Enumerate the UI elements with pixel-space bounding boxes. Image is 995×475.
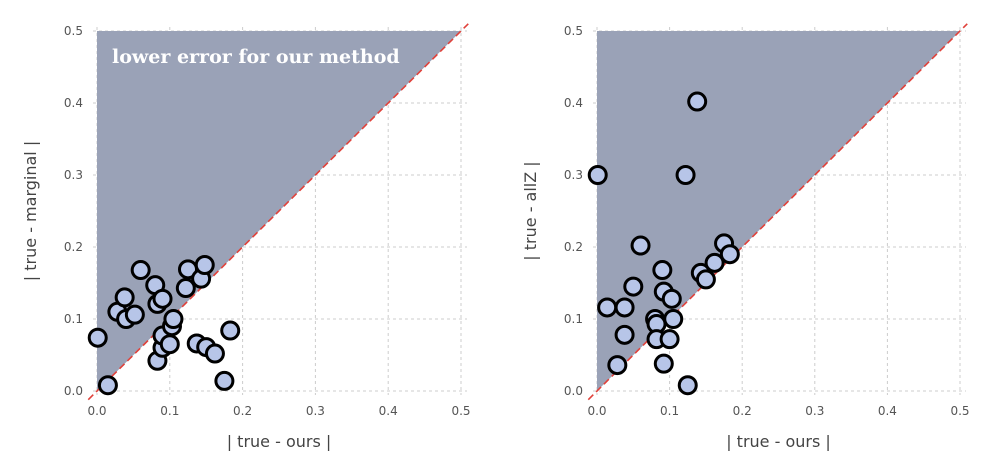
data-point <box>677 375 698 396</box>
data-point <box>163 309 184 329</box>
x-tick-label: 0.2 <box>233 404 252 418</box>
data-point <box>614 324 635 345</box>
y-tick-label: 0.3 <box>564 168 583 182</box>
y-tick-label: 0.4 <box>64 96 83 110</box>
data-point <box>114 287 135 308</box>
y-tick-label: 0.5 <box>564 24 583 38</box>
panel-left: 0.0 0.1 0.2 0.3 0.4 0.5 0.0 0.1 0.2 0.3 0.4 0.5 low… <box>21 23 471 451</box>
x-axis-label-left: | true - ours | <box>227 432 332 451</box>
data-point <box>652 260 673 281</box>
points-left <box>87 255 241 396</box>
y-tick-label: 0.3 <box>64 168 83 182</box>
x-tick-label: 0.0 <box>587 404 606 418</box>
data-point <box>159 334 180 355</box>
x-tick-label: 0.0 <box>87 404 106 418</box>
annotation-text: lower error for our method <box>112 46 400 68</box>
data-point <box>661 288 682 309</box>
tick-labels-left: 0.0 0.1 0.2 0.3 0.4 0.5 0.0 0.1 0.2 0.3 0.4 0.5 <box>64 24 471 418</box>
y-tick-label: 0.0 <box>564 384 583 398</box>
y-tick-label: 0.4 <box>564 96 583 110</box>
y-tick-label: 0.0 <box>64 384 83 398</box>
x-tick-label: 0.2 <box>733 404 752 418</box>
x-tick-label: 0.5 <box>451 404 470 418</box>
data-point <box>130 260 151 281</box>
data-point <box>659 329 680 350</box>
data-point <box>695 269 716 290</box>
y-axis-label-right: | true - allZ | <box>521 161 540 260</box>
x-tick-label: 0.4 <box>878 404 897 418</box>
y-tick-label: 0.2 <box>64 240 83 254</box>
x-tick-label: 0.1 <box>160 404 179 418</box>
data-point <box>687 91 708 112</box>
y-tick-label: 0.1 <box>64 312 83 326</box>
panel-right: 0.0 0.1 0.2 0.3 0.4 0.5 0.0 0.1 0.2 0.3 0.4 0.5 | t… <box>521 23 970 451</box>
data-point <box>630 235 651 256</box>
data-point <box>97 375 118 396</box>
data-point <box>623 276 644 297</box>
tick-labels-right: 0.0 0.1 0.2 0.3 0.4 0.5 0.0 0.1 0.2 0.3 0.4 0.5 <box>564 24 970 418</box>
data-point <box>614 297 635 318</box>
data-point <box>704 252 725 273</box>
data-point <box>152 288 173 309</box>
x-tick-label: 0.5 <box>950 404 969 418</box>
y-tick-label: 0.5 <box>64 24 83 38</box>
data-point <box>175 278 196 299</box>
data-point <box>663 309 684 329</box>
y-tick-label: 0.2 <box>564 240 583 254</box>
points-right <box>587 91 740 396</box>
y-axis-label-left: | true - marginal | <box>21 141 40 281</box>
x-tick-label: 0.4 <box>379 404 398 418</box>
data-point <box>194 255 215 275</box>
diagonal-line-left <box>87 23 469 401</box>
data-point <box>597 297 618 318</box>
x-axis-label-right: | true - ours | <box>726 432 831 451</box>
data-point <box>607 355 628 376</box>
data-point <box>220 320 241 341</box>
data-point <box>204 343 225 364</box>
y-tick-label: 0.1 <box>564 312 583 326</box>
x-tick-label: 0.3 <box>805 404 824 418</box>
data-point <box>587 165 608 185</box>
x-tick-label: 0.3 <box>306 404 325 418</box>
x-tick-label: 0.1 <box>660 404 679 418</box>
data-point <box>214 370 235 391</box>
data-point <box>124 304 145 325</box>
data-point <box>719 244 740 265</box>
data-point <box>87 327 108 348</box>
data-point <box>675 165 696 185</box>
data-point <box>653 353 674 374</box>
